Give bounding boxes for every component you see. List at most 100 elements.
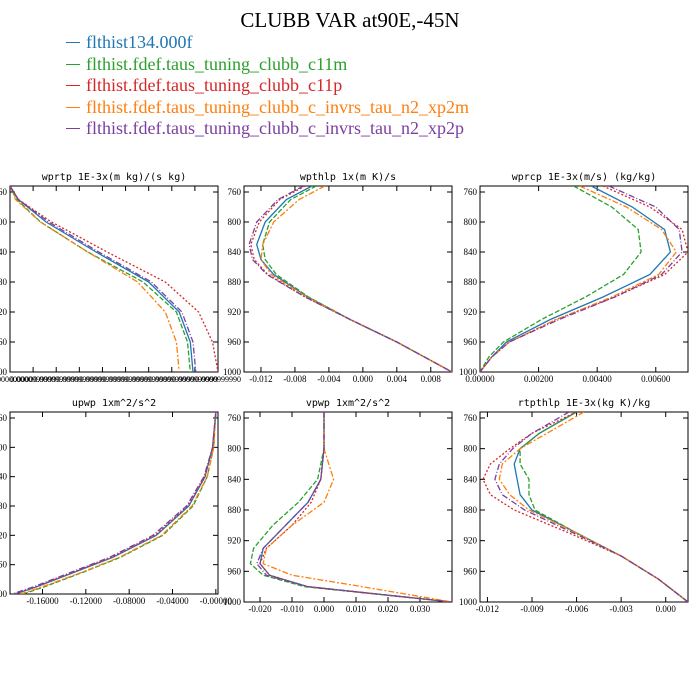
chart-panel: upwp 1xm^2/s^2 760 800 840 880 920 960 1000 -0.1… [0,398,232,606]
chart-panel: wprcp 1E-3x(m/s) (kg/kg) 760 800 840 880 920 9… [459,172,689,384]
series-line [248,186,452,372]
page-title: CLUBB VAR at90E,-45N [240,8,460,32]
y-tick-label: 760 [0,413,8,423]
x-tick-label: 0.00200 [524,374,554,384]
x-tick-label: 0.0000999999 [149,375,195,384]
x-tick-label: 0.0000999999 [172,375,218,384]
series-line [10,186,197,372]
y-tick-label: 760 [464,413,478,423]
panel-title: wprcp 1E-3x(m/s) (kg/kg) [512,172,657,183]
chart-panel: vpwp 1xm^2/s^2 760 800 840 880 920 960 1000 -0.0… [223,398,453,614]
plot-frame [9,411,219,595]
x-tick-label: 0.0000999999 [126,375,172,384]
legend-label: flthist.fdef.taus_tuning_clubb_c11p [86,75,343,95]
y-tick-label: 880 [464,505,478,515]
legend-label: flthist134.000f [86,32,193,52]
y-tick-label: 840 [0,247,8,257]
plot-frame [243,411,453,603]
x-tick-label: 0.0000999999 [10,375,56,384]
legend-label: flthist.fdef.taus_tuning_clubb_c11m [86,53,348,74]
y-tick-label: 1000 [223,597,242,607]
x-tick-label: 0.00600 [641,374,671,384]
series-line [480,186,642,372]
chart-panel: wprtp 1E-3x(m kg)/(s kg) 760 800 840 880 920 9… [0,172,241,384]
y-tick-label: 920 [228,536,242,546]
series-line [480,186,672,372]
y-tick-label: 840 [0,472,8,482]
series-line [20,412,217,594]
plot-frame [9,185,219,373]
legend-item: flthist.fdef.taus_tuning_clubb_c11p [66,75,469,97]
y-tick-label: 840 [464,247,478,257]
x-tick-label: 0.00000 [465,374,495,384]
x-tick-label: -0.009 [520,604,544,614]
y-tick-label: 800 [0,217,8,227]
legend-swatch [66,106,80,108]
y-tick-label: 880 [0,277,8,287]
series-line [260,186,452,372]
y-tick-label: 880 [228,505,242,515]
x-tick-label: -0.004 [317,374,341,384]
plot-frame [479,185,689,373]
series-line [513,412,688,602]
y-tick-label: 960 [464,566,478,576]
y-tick-label: 800 [0,442,8,452]
series-line [15,412,217,594]
y-tick-label: 840 [228,474,242,484]
plot-frame [479,411,689,603]
y-tick-label: 1000 [0,367,8,377]
series-line [250,186,452,372]
x-tick-label: 0.020 [378,604,399,614]
series-line [22,412,217,594]
y-tick-label: 1000 [0,589,8,599]
y-tick-label: 920 [0,530,8,540]
y-tick-label: 760 [464,187,478,197]
legend-item: flthist134.000f [66,32,469,54]
y-tick-label: 880 [0,501,8,511]
x-tick-label: 0.030 [410,604,431,614]
y-tick-label: 1000 [223,367,242,377]
panel-title: vpwp 1xm^2/s^2 [306,398,390,409]
series-line [519,412,688,602]
x-tick-label: 0.0000999990 [195,375,241,384]
x-tick-label: 0.000 [314,604,335,614]
y-tick-label: 960 [464,337,478,347]
legend-item: flthist.fdef.taus_tuning_clubb_c_invrs_t… [66,97,469,119]
legend: flthist134.000f flthist.fdef.taus_tuning… [66,32,469,140]
x-tick-label: 0.010 [346,604,367,614]
panel-title: wprtp 1E-3x(m kg)/(s kg) [42,172,187,183]
series-line [480,186,678,372]
y-tick-label: 960 [228,566,242,576]
series-line [482,412,688,602]
plot-frame [243,185,453,373]
y-tick-label: 1000 [459,367,478,377]
x-tick-label: 0.0000999999 [56,375,102,384]
series-line [259,412,452,602]
x-tick-label: -0.008 [283,374,307,384]
series-line [498,412,688,602]
legend-item: flthist.fdef.taus_tuning_clubb_c11m [66,54,469,76]
series-line [256,412,452,602]
x-tick-label: -0.16000 [26,596,59,606]
y-tick-label: 920 [464,536,478,546]
chart-panel: rtpthlp 1E-3x(kg K)/kg 760 800 840 880 920 960… [459,398,689,614]
y-tick-label: 760 [228,413,242,423]
x-tick-label: -0.08000 [113,596,146,606]
y-tick-label: 840 [464,474,478,484]
y-tick-label: 960 [228,337,242,347]
series-line [256,186,452,372]
series-line [480,186,683,372]
x-tick-label: -0.010 [280,604,304,614]
x-tick-label: -0.00000 [200,596,233,606]
series-line [249,412,452,602]
x-tick-label: 0.000 [656,604,677,614]
x-tick-label: 0.008 [421,374,442,384]
x-tick-label: -0.020 [248,604,272,614]
x-tick-label: -0.12000 [70,596,103,606]
x-tick-label: 0.004 [387,374,408,384]
y-tick-label: 880 [228,277,242,287]
y-tick-label: 840 [228,247,242,257]
series-line [10,186,218,372]
